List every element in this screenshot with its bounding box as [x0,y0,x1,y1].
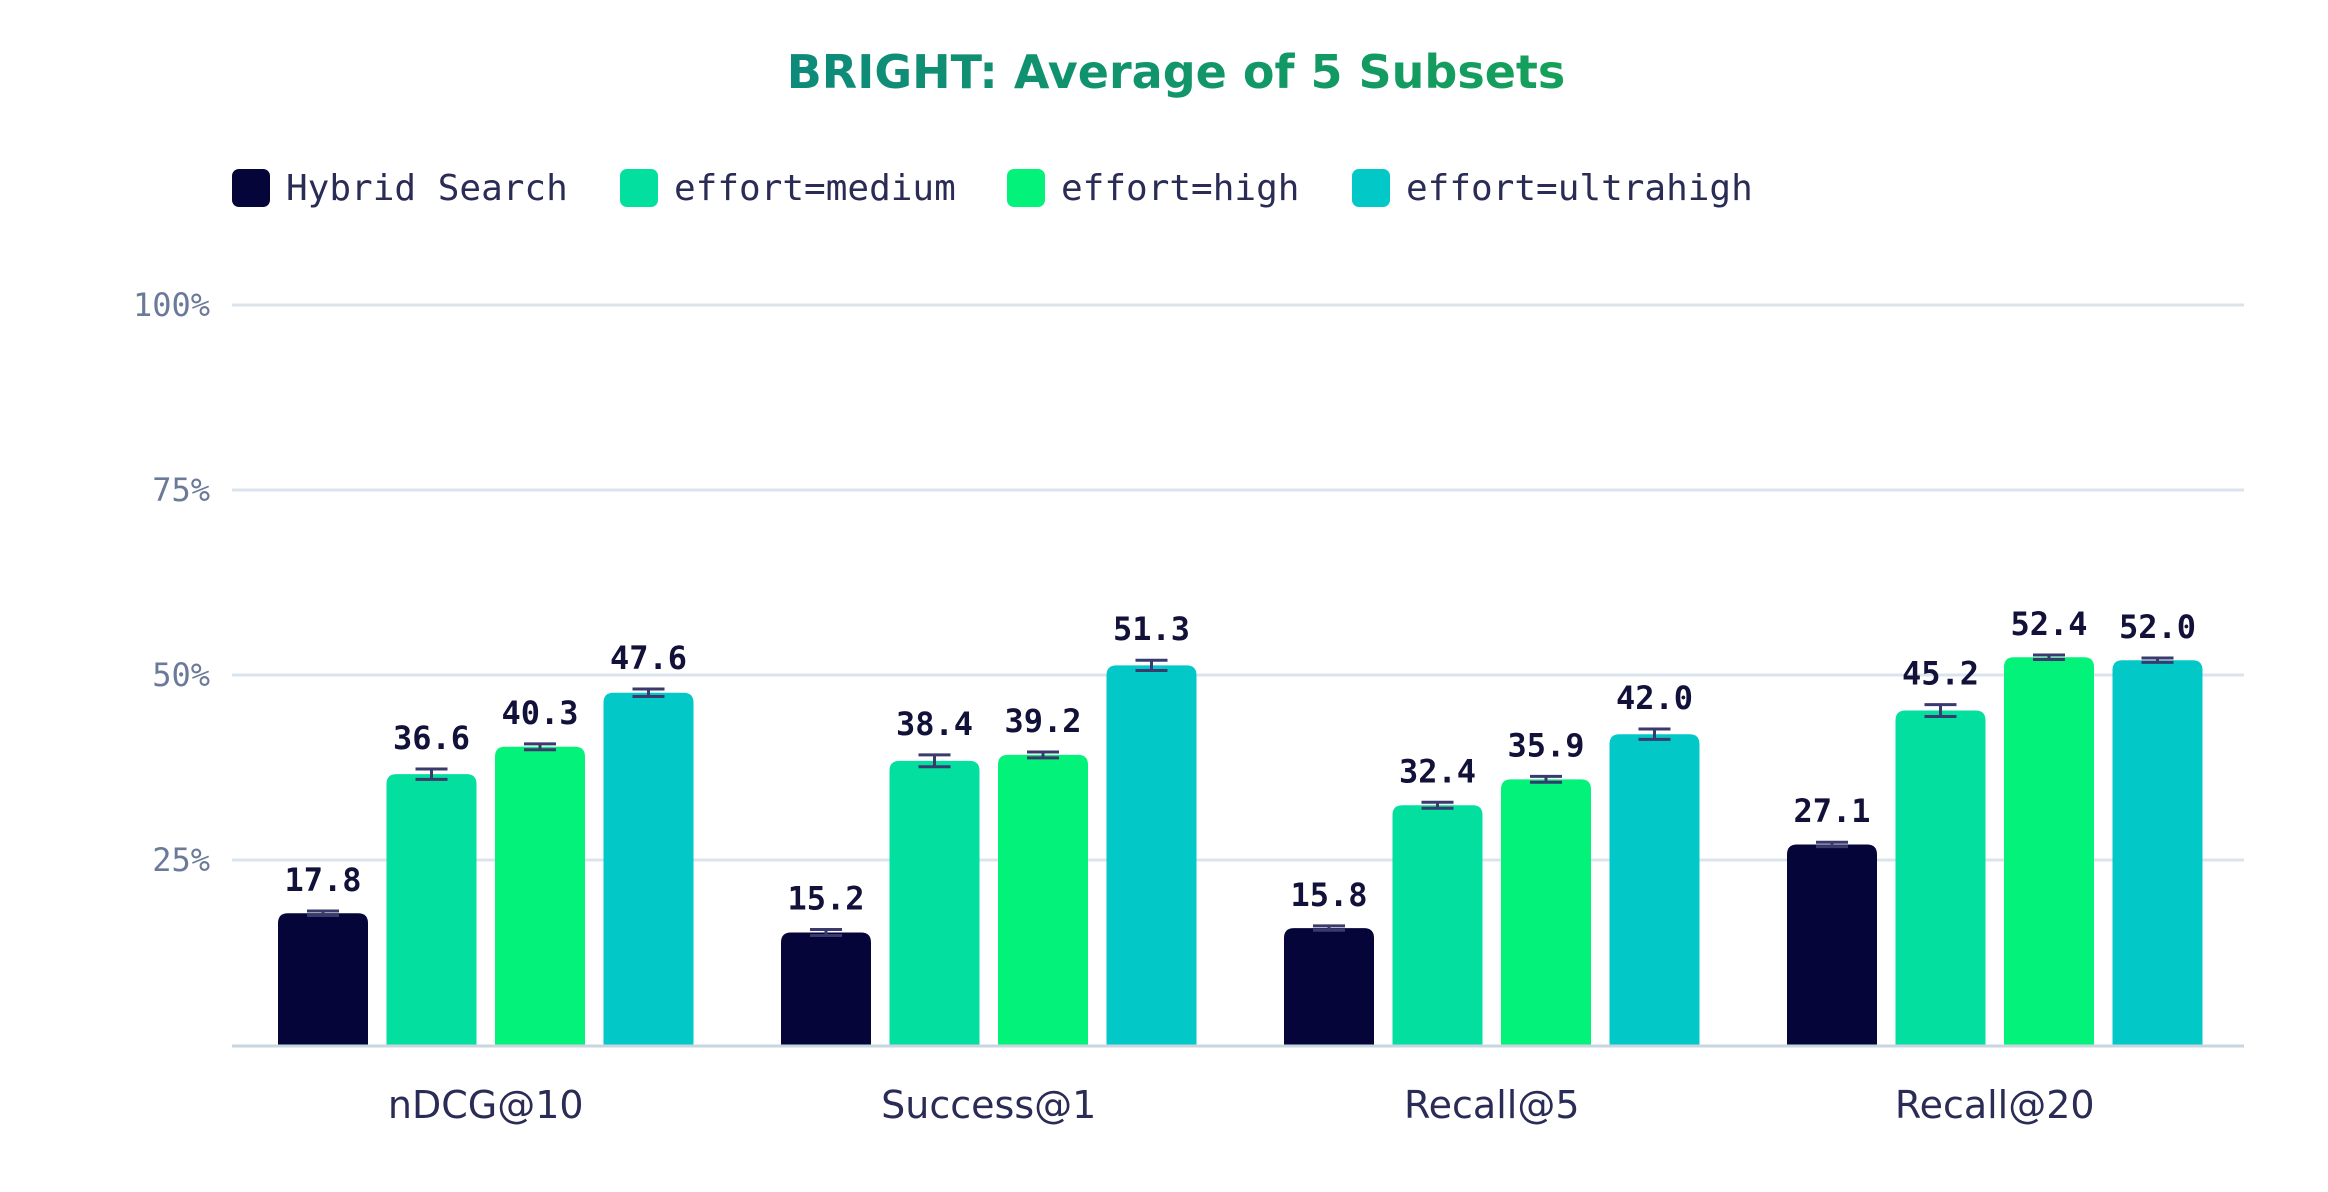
error-bar [1530,774,1562,784]
error-bar [1027,750,1059,760]
value-label: 51.3 [1113,610,1190,648]
legend-item: Hybrid Search [232,168,568,209]
legend: Hybrid Search effort=medium effort=high eff… [232,168,1753,209]
bar [1787,844,1877,1045]
error-bar [1421,800,1454,810]
error-bar [1924,703,1957,718]
bar [495,746,585,1045]
value-label: 39.2 [1004,702,1081,740]
value-label: 35.9 [1507,726,1584,764]
error-bar [2141,656,2174,664]
error-bars [307,653,2174,937]
bar [2112,660,2203,1045]
legend-swatch [620,169,658,207]
x-category-label: Success@1 [881,1083,1096,1127]
value-label: 32.4 [1399,752,1476,790]
error-bar [1816,840,1848,849]
error-bar [1313,924,1345,932]
y-tick-label: 25% [152,841,210,879]
value-label: 15.2 [787,880,864,918]
legend-label: effort=ultrahigh [1406,168,1753,209]
y-tick-label: 75% [152,471,210,509]
bar [2004,657,2094,1045]
legend-item: effort=medium [620,168,956,209]
legend-label: effort=high [1061,168,1299,209]
bar [603,692,694,1045]
bars [278,657,2203,1045]
bar [1501,779,1591,1045]
bar [1284,928,1374,1045]
legend-label: effort=medium [674,168,956,209]
error-bar [415,767,448,781]
bar [889,760,980,1045]
error-bar [918,753,951,769]
bar [278,913,368,1045]
value-label: 52.0 [2119,608,2196,646]
bar [1392,805,1483,1045]
value-label: 47.6 [610,639,687,677]
value-labels: 17.8 36.6 40.3 47.6 15.2 38.4 39.2 51.3 15.8 32.4… [284,605,2196,918]
value-label: 17.8 [284,861,361,899]
chart-title: BRIGHT: Average of 5 Subsets [787,45,1566,99]
error-bar [307,909,339,917]
x-category-label: Recall@20 [1895,1083,2095,1127]
bar [1106,665,1197,1045]
value-label: 38.4 [896,705,973,743]
value-label: 15.8 [1290,876,1367,914]
x-axis-categories: nDCG@10 Success@1 Recall@5 Recall@20 [388,1083,2095,1127]
bar [781,932,871,1045]
bar [998,754,1088,1045]
bar [386,774,477,1045]
error-bar [1135,658,1168,673]
value-label: 42.0 [1616,679,1693,717]
legend-item: effort=high [1007,168,1299,209]
legend-swatch [232,169,270,207]
value-label: 40.3 [501,694,578,732]
y-tick-label: 100% [133,286,210,324]
value-label: 45.2 [1902,655,1979,693]
value-label: 52.4 [2010,605,2087,643]
error-bar [632,687,665,698]
legend-item: effort=ultrahigh [1352,168,1753,209]
error-bar [810,928,842,937]
x-category-label: nDCG@10 [388,1083,584,1127]
legend-swatch [1352,169,1390,207]
y-axis-ticks: 25% 50% 75% 100% [133,286,210,879]
x-category-label: Recall@5 [1404,1083,1580,1127]
y-tick-label: 50% [152,656,210,694]
value-label: 36.6 [393,719,470,757]
error-bar [524,742,556,752]
legend-swatch [1007,169,1045,207]
bar [1895,710,1986,1045]
bar [1609,734,1700,1045]
error-bar [1638,727,1671,741]
legend-label: Hybrid Search [286,168,568,209]
error-bar [2033,653,2065,661]
value-label: 27.1 [1793,792,1870,830]
